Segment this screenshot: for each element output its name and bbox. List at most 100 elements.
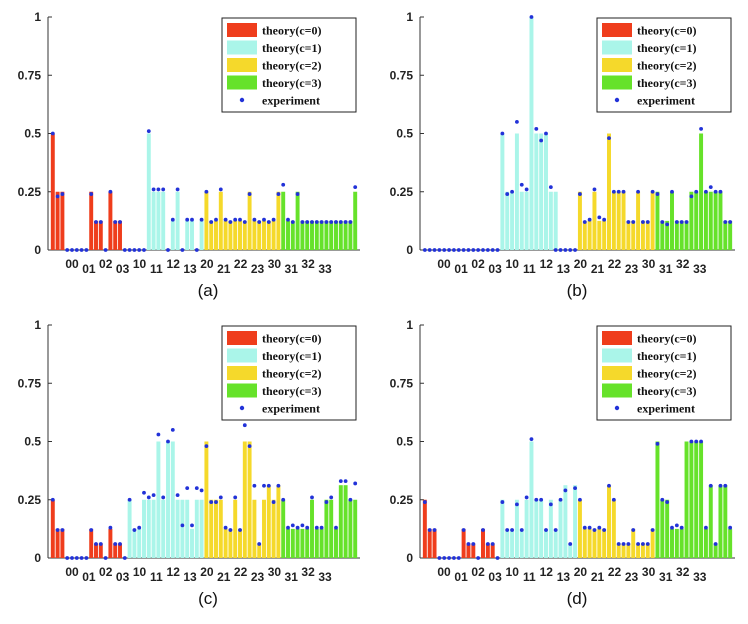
bar-c0-02 <box>60 528 65 559</box>
bar-c2-00 <box>577 191 582 250</box>
bar-c0-20 <box>89 528 94 559</box>
bar-c1-00 <box>127 499 132 558</box>
x-category-label: 20 <box>574 565 588 579</box>
experiment-point <box>524 495 529 500</box>
experiment-point <box>645 220 650 224</box>
experiment-point <box>544 131 548 136</box>
bar-c2-22 <box>626 220 631 251</box>
bar-c3-20 <box>694 191 699 250</box>
bar-c0-01 <box>55 528 60 559</box>
experiment-point <box>84 248 89 252</box>
x-category-label: 32 <box>301 257 315 271</box>
legend-label: theory(c=0) <box>262 332 321 346</box>
x-category-label: 12 <box>540 257 554 271</box>
bar-c1-12 <box>529 17 534 250</box>
bar-c0-31 <box>113 543 118 558</box>
experiment-point <box>679 220 684 224</box>
x-category-label: 12 <box>540 565 554 579</box>
x-category-label: 21 <box>591 570 605 584</box>
x-category-label: 01 <box>82 262 96 276</box>
experiment-point <box>50 131 55 136</box>
experiment-point <box>65 248 70 252</box>
x-category-label: 30 <box>268 565 282 579</box>
legend: theory(c=0) theory(c=1) theory(c=2) theory(… <box>596 325 732 421</box>
experiment-point <box>60 192 65 196</box>
legend-swatch <box>602 40 632 55</box>
bar-c2-33 <box>650 528 655 559</box>
bar-c3-20 <box>319 220 324 251</box>
experiment-point <box>563 248 568 252</box>
legend-label: theory(c=2) <box>637 59 696 73</box>
experiment-point <box>94 220 98 224</box>
bar-c2-31 <box>266 485 271 558</box>
x-category-label: 33 <box>318 262 332 276</box>
experiment-point <box>185 217 190 222</box>
bar-c1-11 <box>151 191 156 250</box>
x-category-label: 22 <box>234 565 248 579</box>
experiment-point <box>334 220 338 224</box>
x-category-label: 03 <box>116 570 130 584</box>
experiment-point <box>238 528 242 532</box>
bar-c2-03 <box>218 499 223 558</box>
experiment-point <box>151 187 156 192</box>
experiment-point <box>495 248 500 252</box>
bar-c3-23 <box>708 191 713 250</box>
y-tick-label: 0.75 <box>18 376 42 390</box>
bar-c3-32 <box>348 499 353 558</box>
bar-c1-13 <box>534 499 539 558</box>
experiment-point <box>553 248 558 252</box>
bar-c3-10 <box>300 220 305 251</box>
experiment-point <box>166 248 170 252</box>
x-category-label: 10 <box>506 565 520 579</box>
experiment-point <box>310 495 314 500</box>
bar-c3-10 <box>300 528 305 559</box>
experiment-point <box>471 542 476 546</box>
bar-c3-13 <box>689 441 694 558</box>
bar-c0-00 <box>50 499 55 558</box>
y-tick-label: 0 <box>34 243 41 257</box>
experiment-point <box>607 136 611 141</box>
bar-c2-02 <box>587 220 592 251</box>
bar-c3-31 <box>718 485 723 558</box>
experiment-point <box>353 481 358 486</box>
experiment-point <box>103 556 108 560</box>
x-category-label: 22 <box>608 565 622 579</box>
bar-c3-10 <box>674 528 679 559</box>
experiment-point <box>592 187 597 192</box>
experiment-point <box>650 189 655 194</box>
bar-c1-20 <box>539 499 544 558</box>
experiment-point <box>660 497 665 502</box>
x-category-label: 33 <box>318 570 332 584</box>
legend-label: theory(c=2) <box>262 59 321 73</box>
bar-c3-11 <box>679 220 684 251</box>
bar-c0-02 <box>60 191 65 250</box>
experiment-point <box>519 182 524 187</box>
experiment-point <box>539 497 544 502</box>
bar-c2-10 <box>597 220 602 251</box>
experiment-point <box>338 479 343 484</box>
experiment-point <box>89 192 94 196</box>
x-category-label: 23 <box>625 262 639 276</box>
bar-c3-31 <box>718 191 723 250</box>
bar-c0-21 <box>94 543 98 558</box>
experiment-point <box>98 542 103 546</box>
x-category-label: 20 <box>200 257 214 271</box>
bar-c0-01 <box>55 191 60 250</box>
bar-c0-32 <box>490 543 495 558</box>
experiment-point <box>670 525 674 530</box>
bar-c1-13 <box>161 191 166 250</box>
x-category-label: 33 <box>693 262 707 276</box>
experiment-point <box>694 189 699 194</box>
bar-c2-13 <box>611 191 616 250</box>
x-category-label: 01 <box>454 262 468 276</box>
experiment-point <box>300 523 305 528</box>
bar-c1-21 <box>170 441 175 558</box>
bar-c3-11 <box>305 220 310 251</box>
bar-c1-12 <box>156 441 161 558</box>
bar-c3-10 <box>674 220 679 251</box>
experiment-point <box>228 528 233 532</box>
experiment-point <box>587 217 592 222</box>
panel-caption: (c) <box>198 589 218 608</box>
bar-c3-13 <box>689 191 694 250</box>
